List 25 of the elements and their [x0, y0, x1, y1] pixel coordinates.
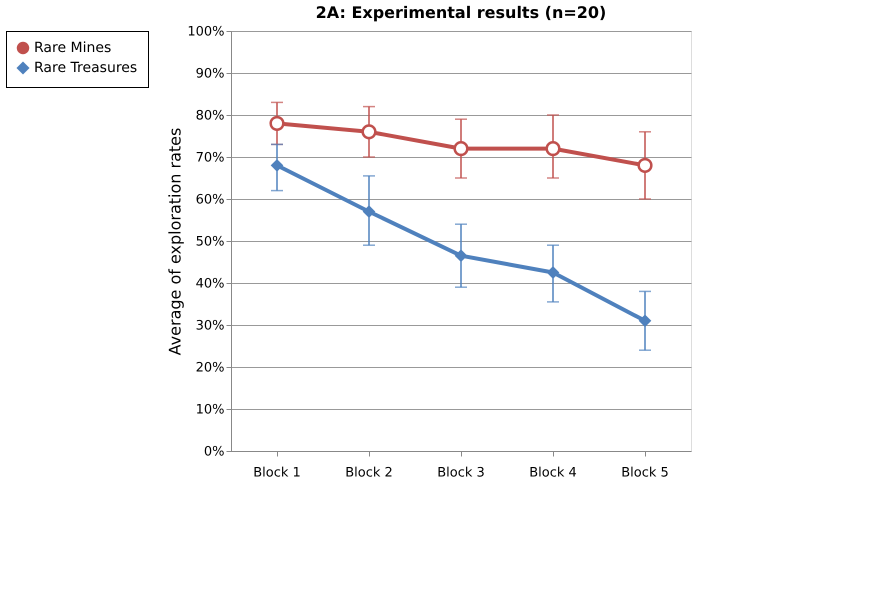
point: [362, 205, 376, 218]
chart-title: 2A: Experimental results (n=20): [316, 3, 606, 22]
y-tick-label: 70%: [196, 150, 224, 166]
x-tick-label: Block 4: [529, 466, 577, 480]
y-tick-label: 100%: [187, 24, 224, 40]
point: [270, 159, 284, 172]
legend-label: Rare Mines: [34, 40, 112, 56]
legend-label: Rare Treasures: [34, 60, 138, 76]
point: [546, 266, 560, 279]
y-tick-label: 90%: [196, 66, 224, 82]
y-tick-label: 20%: [196, 360, 224, 376]
x-tick-label: Block 5: [621, 466, 669, 480]
y-axis-title: Average of exploration rates: [165, 128, 184, 356]
y-tick-label: 40%: [196, 276, 224, 292]
point: [454, 249, 468, 262]
point: [638, 314, 652, 328]
y-tick-label: 10%: [196, 402, 224, 418]
y-tick-label: 30%: [196, 318, 224, 334]
y-tick-label: 80%: [196, 108, 224, 124]
x-tick-label: Block 1: [253, 466, 301, 480]
y-tick-label: 0%: [204, 444, 224, 460]
x-tick-label: Block 2: [345, 466, 393, 480]
y-tick-label: 50%: [196, 234, 224, 250]
x-tick-label: Block 3: [437, 466, 485, 480]
y-tick-label: 60%: [196, 192, 224, 208]
